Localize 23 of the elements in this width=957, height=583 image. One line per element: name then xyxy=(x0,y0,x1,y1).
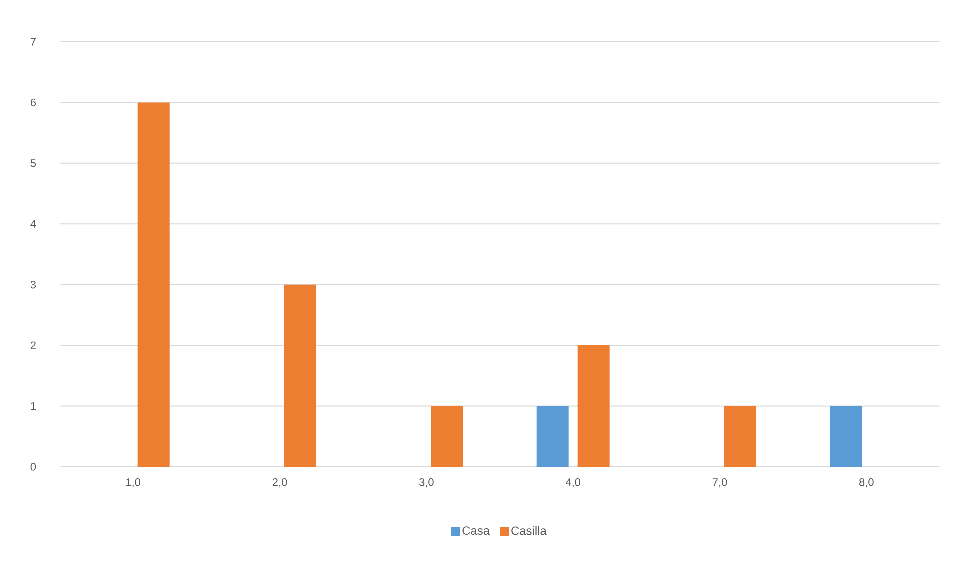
x-tick-label: 7,0 xyxy=(712,478,728,488)
bar xyxy=(578,346,610,467)
y-tick-label: 7 xyxy=(30,38,36,46)
bar xyxy=(284,284,317,467)
bar xyxy=(431,406,464,467)
x-tick-label: 4,0 xyxy=(566,478,581,488)
bar xyxy=(536,406,569,467)
x-tick-label: 1,0 xyxy=(126,478,141,488)
y-tick-label: 2 xyxy=(30,342,36,350)
x-tick-label: 8,0 xyxy=(860,478,874,488)
y-tick-label: 5 xyxy=(30,160,36,168)
bar xyxy=(724,406,757,467)
bar xyxy=(138,102,170,467)
y-tick-label: 0 xyxy=(30,463,36,471)
legend-label: Casilla xyxy=(512,526,547,536)
legend-label: Casa xyxy=(462,526,490,536)
x-tick-label: 3,0 xyxy=(419,478,434,488)
y-tick-label: 4 xyxy=(30,220,36,228)
y-tick-label: 1 xyxy=(31,402,36,410)
x-tick-label: 2,0 xyxy=(272,478,288,488)
y-tick-label: 3 xyxy=(30,280,36,289)
y-tick-label: 6 xyxy=(30,98,36,107)
bar xyxy=(830,406,862,467)
